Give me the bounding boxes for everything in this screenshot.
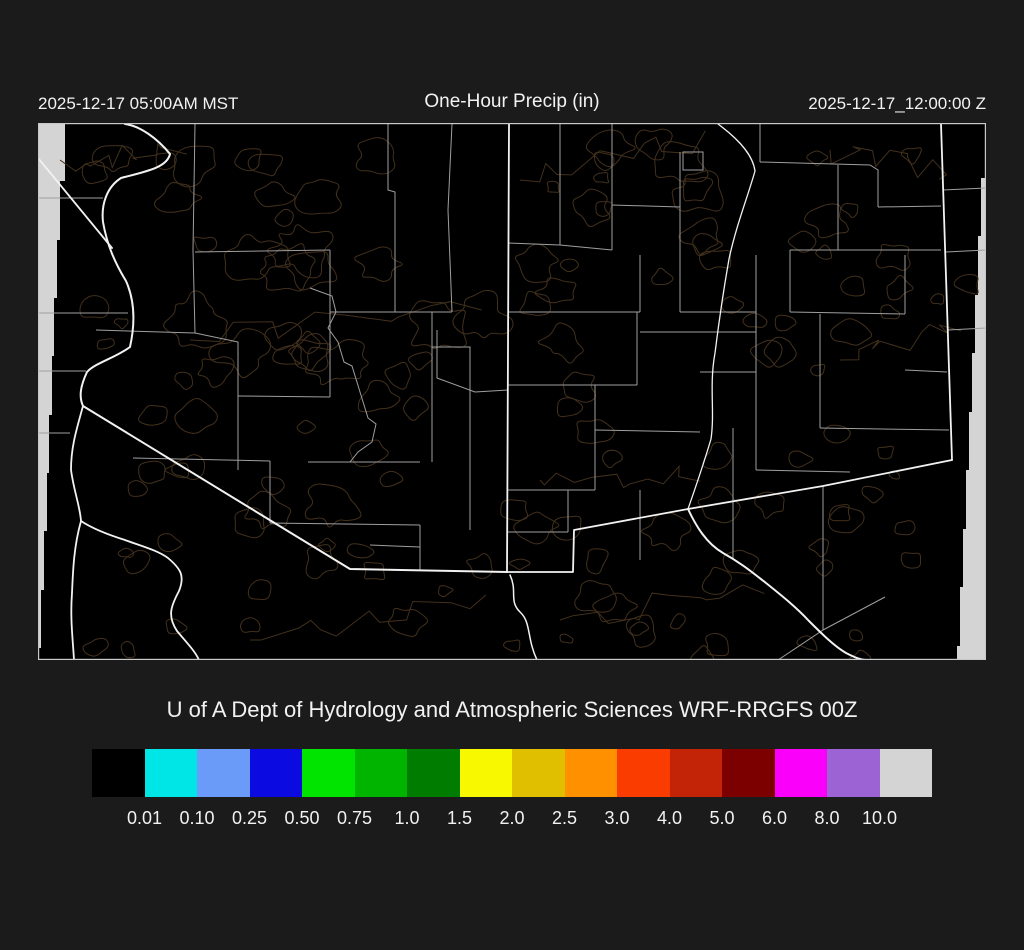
colorbar-tick-labels: 0.01 0.10 0.25 0.50 0.75 1.0 1.5 2.0 2.5 3.0 4.0 5.… [92, 808, 932, 830]
colorbar-cell [197, 749, 250, 797]
colorbar-tick: 4.0 [656, 808, 683, 828]
valid-time-utc: 2025-12-17_12:00:00 Z [808, 94, 986, 113]
colorbar-tick: 0.50 [284, 808, 320, 828]
colorbar-cell [617, 749, 670, 797]
county-borders-layer [38, 123, 986, 660]
precip-map [38, 123, 986, 660]
terrain-contours-layer [59, 128, 979, 660]
colorbar-cell [144, 749, 197, 797]
colorbar-tick: 0.75 [336, 808, 373, 828]
valid-time-local: 2025-12-17 05:00AM MST [38, 94, 239, 113]
colorbar-cell [249, 749, 302, 797]
colorbar-cell [669, 749, 722, 797]
colorbar-tick: 3.0 [604, 808, 630, 828]
colorbar-tick: 1.5 [446, 808, 473, 828]
precip-colorbar [92, 749, 932, 797]
colorbar-cell [774, 749, 827, 797]
colorbar-cell [879, 749, 932, 797]
colorbar-cell [459, 749, 512, 797]
colorbar-cell [407, 749, 460, 797]
domain-edge-right [957, 178, 986, 660]
colorbar-tick: 1.0 [394, 808, 420, 828]
colorbar-tick: 8.0 [814, 808, 840, 828]
colorbar-tick: 0.01 [126, 808, 163, 828]
domain-edge-left [38, 123, 65, 648]
map-frame [38, 123, 986, 660]
colorbar-cell [564, 749, 617, 797]
plot-title: One-Hour Precip (in) [424, 91, 600, 112]
colorbar-tick: 0.10 [179, 808, 215, 828]
colorbar-tick: 0.25 [231, 808, 268, 828]
colorbar-tick: 6.0 [761, 808, 788, 828]
colorbar-tick: 2.5 [551, 808, 578, 828]
colorbar-cell [827, 749, 880, 797]
colorbar-tick: 10.0 [861, 808, 898, 828]
state-borders-layer [38, 123, 953, 660]
colorbar-cell [354, 749, 407, 797]
colorbar-cell [92, 749, 145, 797]
institution-credit: U of A Dept of Hydrology and Atmospheric… [166, 697, 858, 722]
colorbar-tick: 2.0 [499, 808, 525, 828]
colorbar-cell [722, 749, 775, 797]
colorbar-cell [302, 749, 355, 797]
map-ocean-background [38, 123, 986, 660]
colorbar-cell [512, 749, 565, 797]
colorbar-tick: 5.0 [709, 808, 735, 828]
